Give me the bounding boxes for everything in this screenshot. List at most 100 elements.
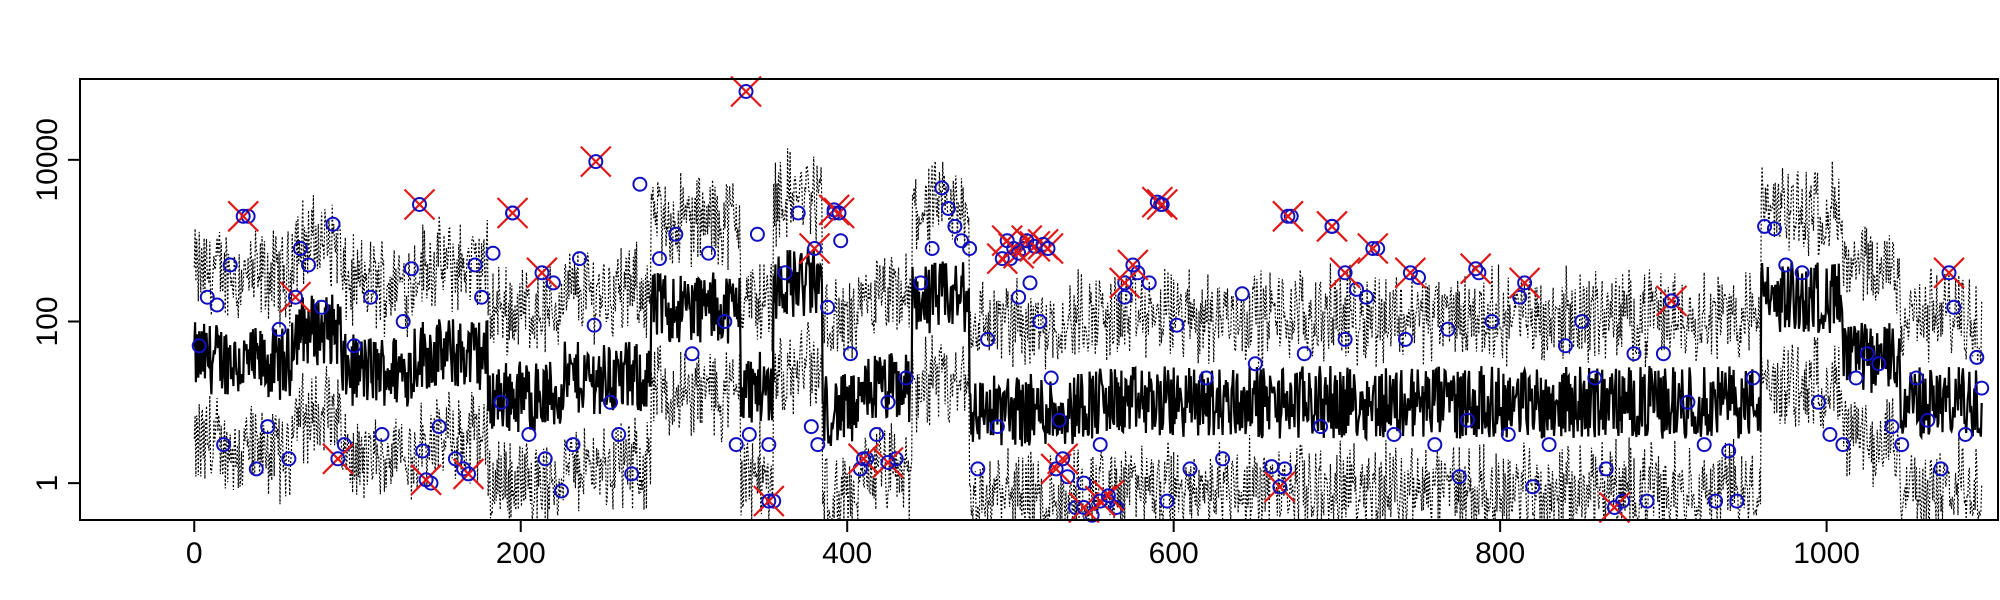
circle-point xyxy=(1022,275,1038,291)
circle-point xyxy=(1626,346,1642,362)
cross-point xyxy=(1508,267,1541,299)
circle-point xyxy=(1655,346,1671,362)
circle-point xyxy=(1130,265,1146,281)
circle-point xyxy=(537,451,553,467)
circle-point xyxy=(1729,493,1745,509)
x-tick-label: 1000 xyxy=(1793,537,1860,570)
circle-point xyxy=(1957,427,1973,442)
circle-point xyxy=(191,338,207,354)
cross-markers xyxy=(227,75,1965,524)
circle-point xyxy=(1757,218,1773,234)
circle-point xyxy=(1313,419,1329,435)
circle-point xyxy=(749,226,765,242)
circle-point xyxy=(1411,270,1426,285)
circle-point xyxy=(1068,500,1084,515)
circle-point xyxy=(1296,346,1312,362)
circle-point xyxy=(1076,475,1092,491)
cross-point xyxy=(823,197,855,229)
circle-point xyxy=(1541,437,1557,453)
circle-point xyxy=(301,257,316,273)
circle-point xyxy=(216,437,232,453)
cross-point xyxy=(496,197,529,229)
circle-point xyxy=(684,346,700,362)
circle-point xyxy=(880,394,896,410)
circle-point xyxy=(1946,299,1962,315)
y-tick-label: 1 xyxy=(31,475,64,492)
circle-point xyxy=(431,419,447,435)
circle-point xyxy=(281,451,297,467)
circle-point xyxy=(1822,427,1838,442)
circle-point xyxy=(403,261,419,277)
circle-point xyxy=(222,257,238,273)
circle-point xyxy=(741,427,757,442)
circle-point xyxy=(1500,427,1516,442)
circle-point xyxy=(1974,380,1990,396)
circle-point xyxy=(1277,461,1293,477)
upper-band xyxy=(193,148,1983,370)
cross-point xyxy=(1046,443,1079,475)
circle-point xyxy=(1680,394,1696,410)
x-tick-label: 800 xyxy=(1475,537,1525,570)
circle-point xyxy=(1835,437,1851,453)
circle-point xyxy=(1574,314,1590,329)
circle-point xyxy=(1051,412,1067,428)
circle-point xyxy=(1386,427,1402,442)
cross-point xyxy=(753,485,785,517)
circle-point xyxy=(572,251,587,267)
cross-point xyxy=(1108,267,1141,299)
cross-point xyxy=(1459,252,1492,285)
circle-point xyxy=(467,257,483,273)
cross-point xyxy=(410,464,442,496)
cross-point xyxy=(730,75,762,108)
cross-point xyxy=(1655,285,1688,317)
circle-point xyxy=(474,289,490,305)
y-axis: 1 100 10000 xyxy=(31,118,80,491)
circle-point xyxy=(954,233,969,249)
circle-point xyxy=(934,180,950,196)
circle-point xyxy=(493,394,509,410)
circle-point xyxy=(521,427,537,442)
cross-point xyxy=(1092,479,1125,512)
circle-point xyxy=(1440,321,1456,337)
cross-point xyxy=(1272,200,1304,233)
circle-point xyxy=(1708,493,1724,509)
circle-point xyxy=(1920,412,1936,428)
cross-point xyxy=(1357,232,1389,265)
circle-point xyxy=(833,233,849,249)
circle-point xyxy=(363,289,379,305)
cross-point xyxy=(1032,232,1064,265)
circle-point xyxy=(1117,289,1133,305)
circle-point xyxy=(1032,314,1048,329)
circle-point xyxy=(1512,289,1528,305)
circle-point xyxy=(980,331,996,347)
circle-point xyxy=(1721,443,1737,459)
cross-point xyxy=(580,145,612,178)
circle-point xyxy=(240,208,256,224)
circle-point xyxy=(545,275,561,291)
circle-point xyxy=(1264,459,1280,475)
circle-point xyxy=(346,338,362,354)
circle-point xyxy=(1092,437,1108,453)
cross-point xyxy=(1117,249,1149,281)
x-tick-label: 0 xyxy=(186,537,203,570)
x-axis: 0 200 400 600 800 1000 xyxy=(186,520,1860,570)
cross-point xyxy=(872,446,904,479)
y-tick-label: 10000 xyxy=(31,118,64,201)
circle-point xyxy=(624,466,640,482)
circle-point xyxy=(1109,500,1124,515)
circle-point xyxy=(292,241,308,256)
central-series xyxy=(193,247,1983,447)
circle-point xyxy=(1016,241,1031,256)
circle-point xyxy=(888,451,904,467)
circle-point xyxy=(447,451,463,467)
circle-point xyxy=(1451,469,1467,485)
x-tick-label: 600 xyxy=(1149,537,1199,570)
circle-point xyxy=(1169,317,1185,333)
circle-point xyxy=(1358,289,1374,305)
x-tick-label: 400 xyxy=(822,537,872,570)
circle-point xyxy=(374,427,390,442)
circle-point xyxy=(1871,356,1887,372)
circle-point xyxy=(415,443,431,459)
cross-point xyxy=(1316,210,1348,243)
cross-point xyxy=(1329,257,1361,289)
